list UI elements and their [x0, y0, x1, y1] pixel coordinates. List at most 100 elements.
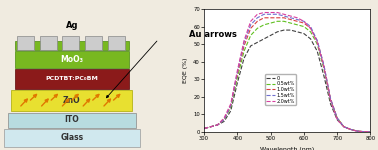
- 2.0wt%: [302, 20, 306, 22]
- 0.5wt%: [348, 128, 353, 130]
- 1.0wt%: [322, 64, 326, 66]
- 0: [282, 29, 286, 31]
- 1.0wt%: [315, 40, 319, 42]
- 2.0wt%: [308, 27, 313, 29]
- 0.5wt%: [295, 24, 299, 26]
- 0.5wt%: [255, 27, 260, 29]
- Line: 1.5wt%: 1.5wt%: [204, 14, 370, 132]
- 2.0wt%: [368, 131, 373, 133]
- 1.0wt%: [242, 45, 246, 47]
- 0: [295, 31, 299, 33]
- Bar: [108, 36, 125, 50]
- Bar: [62, 36, 79, 50]
- 0.5wt%: [342, 126, 346, 128]
- Bar: [8, 112, 136, 128]
- 0: [328, 103, 333, 105]
- Bar: [15, 69, 129, 88]
- 0.5wt%: [308, 31, 313, 33]
- 1.5wt%: [268, 13, 273, 15]
- 1.0wt%: [222, 119, 226, 121]
- 0.5wt%: [202, 128, 206, 129]
- 1.5wt%: [342, 126, 346, 128]
- 0: [209, 126, 213, 128]
- 1.0wt%: [255, 20, 260, 22]
- 2.0wt%: [222, 117, 226, 119]
- 2.0wt%: [355, 130, 359, 132]
- 1.0wt%: [368, 131, 373, 133]
- 0.5wt%: [209, 126, 213, 128]
- 0: [242, 57, 246, 59]
- 0.5wt%: [322, 68, 326, 70]
- 0: [248, 45, 253, 47]
- 0: [315, 50, 319, 52]
- 2.0wt%: [215, 124, 220, 126]
- 0.5wt%: [248, 34, 253, 36]
- 2.0wt%: [268, 12, 273, 13]
- 0.5wt%: [228, 106, 233, 108]
- 1.0wt%: [302, 22, 306, 24]
- 2.0wt%: [315, 42, 319, 43]
- 1.0wt%: [262, 17, 266, 19]
- 1.5wt%: [242, 42, 246, 43]
- 0.5wt%: [335, 117, 339, 119]
- 2.0wt%: [255, 13, 260, 15]
- 1.0wt%: [328, 98, 333, 99]
- 0.5wt%: [368, 131, 373, 133]
- 0.5wt%: [282, 20, 286, 22]
- 0: [275, 31, 280, 33]
- 1.5wt%: [361, 131, 366, 133]
- 1.5wt%: [235, 71, 240, 73]
- 2.0wt%: [282, 13, 286, 15]
- 0: [368, 131, 373, 133]
- Text: ZnO: ZnO: [63, 96, 81, 105]
- 1.0wt%: [342, 126, 346, 128]
- 0: [222, 121, 226, 122]
- 2.0wt%: [348, 128, 353, 130]
- 0.5wt%: [302, 26, 306, 27]
- 2.0wt%: [209, 126, 213, 128]
- Line: 1.0wt%: 1.0wt%: [204, 18, 370, 132]
- 1.5wt%: [262, 13, 266, 15]
- 0.5wt%: [361, 131, 366, 133]
- 1.0wt%: [235, 73, 240, 75]
- Text: Au arrows: Au arrows: [189, 30, 237, 39]
- Y-axis label: EQE (%): EQE (%): [183, 58, 187, 83]
- Text: MoO₃: MoO₃: [60, 55, 83, 64]
- 1.5wt%: [335, 117, 339, 119]
- 1.5wt%: [248, 24, 253, 26]
- 1.0wt%: [295, 20, 299, 22]
- 1.5wt%: [255, 17, 260, 19]
- 0: [215, 124, 220, 126]
- 2.0wt%: [328, 99, 333, 101]
- 1.0wt%: [282, 17, 286, 19]
- 1.0wt%: [275, 17, 280, 19]
- 2.0wt%: [295, 17, 299, 19]
- 2.0wt%: [322, 66, 326, 68]
- 1.0wt%: [348, 128, 353, 130]
- 1.5wt%: [368, 131, 373, 133]
- 0.5wt%: [328, 99, 333, 101]
- Line: 0: 0: [204, 30, 370, 132]
- 1.5wt%: [295, 19, 299, 20]
- 1.5wt%: [322, 64, 326, 66]
- 0.5wt%: [262, 24, 266, 26]
- Bar: [15, 40, 129, 50]
- 1.5wt%: [308, 26, 313, 27]
- Bar: [85, 36, 102, 50]
- 0.5wt%: [235, 77, 240, 78]
- 1.0wt%: [268, 17, 273, 19]
- Line: 2.0wt%: 2.0wt%: [204, 12, 370, 132]
- 1.0wt%: [355, 130, 359, 132]
- 1.5wt%: [209, 126, 213, 128]
- 1.5wt%: [215, 124, 220, 126]
- 0.5wt%: [242, 50, 246, 52]
- Text: Glass: Glass: [60, 134, 84, 142]
- 1.5wt%: [328, 98, 333, 99]
- 0.5wt%: [315, 43, 319, 45]
- 0.5wt%: [268, 22, 273, 24]
- 0: [355, 130, 359, 132]
- 0.5wt%: [222, 119, 226, 121]
- 1.5wt%: [275, 13, 280, 15]
- 1.5wt%: [222, 119, 226, 121]
- 1.0wt%: [335, 117, 339, 119]
